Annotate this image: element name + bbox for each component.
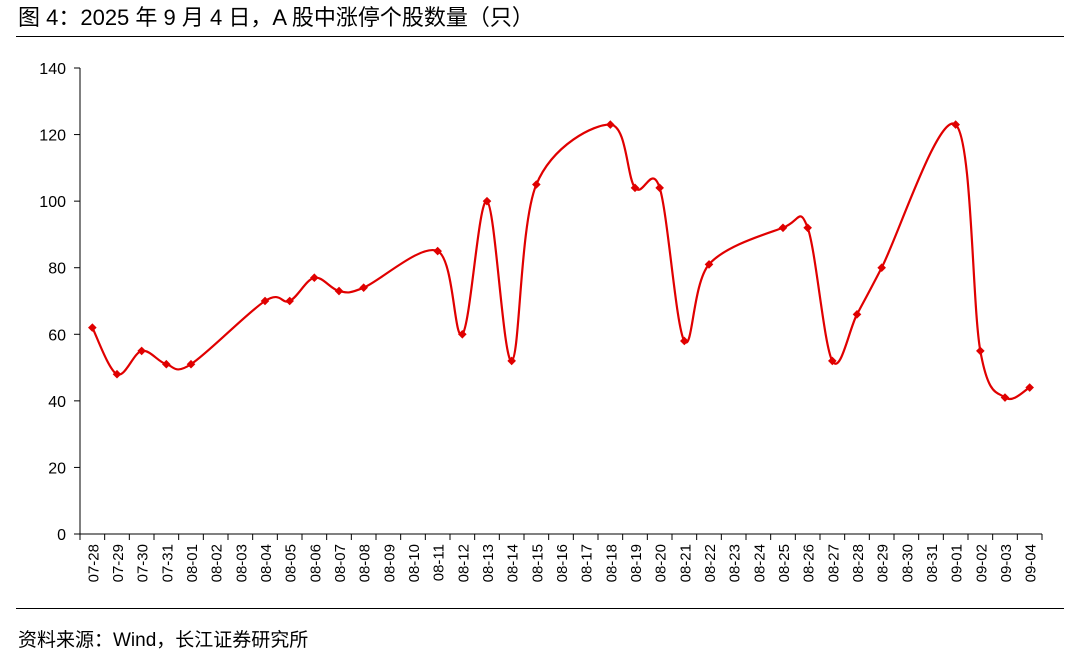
- x-tick-label: 08-02: [209, 544, 226, 582]
- y-tick-label: 100: [39, 194, 66, 211]
- x-tick-label: 09-01: [949, 544, 966, 582]
- x-tick-label: 08-11: [431, 544, 448, 581]
- x-tick-label: 07-30: [135, 544, 152, 582]
- x-tick-label: 08-19: [628, 544, 645, 582]
- data-point: [852, 310, 862, 319]
- y-tick-label: 40: [48, 394, 66, 411]
- x-tick-label: 08-20: [653, 544, 670, 582]
- source-note: 资料来源：Wind，长江证券研究所: [18, 630, 309, 651]
- x-tick-label: 08-04: [258, 544, 275, 582]
- x-tick-label: 08-08: [357, 544, 374, 582]
- title-divider: [16, 36, 1064, 37]
- x-tick-label: 08-28: [850, 544, 867, 582]
- data-point: [803, 223, 812, 233]
- data-point: [433, 246, 442, 256]
- data-point: [1000, 393, 1010, 402]
- x-tick-label: 08-30: [899, 544, 916, 582]
- x-axis: 07-28 07-29 07-30 07-31 08-01 08-02 08-03 08-04…: [79, 533, 1043, 582]
- data-point: [458, 329, 467, 339]
- data-point: [630, 183, 640, 193]
- x-tick-label: 09-02: [973, 544, 990, 582]
- x-tick-label: 08-26: [801, 544, 818, 582]
- data-point: [112, 369, 122, 379]
- x-tick-label: 08-07: [332, 544, 349, 582]
- x-tick-label: 08-27: [825, 544, 842, 582]
- x-tick-label: 07-28: [85, 544, 102, 582]
- data-point: [334, 286, 344, 296]
- x-tick-label: 08-10: [406, 544, 423, 582]
- x-tick-label: 08-18: [603, 544, 620, 582]
- x-tick-label: 08-09: [381, 544, 398, 582]
- data-point: [976, 346, 985, 356]
- series-layer: [88, 120, 1034, 402]
- y-tick-label: 80: [48, 261, 66, 278]
- x-tick-label: 08-31: [924, 544, 941, 582]
- y-tick-label: 120: [39, 128, 66, 145]
- data-point: [704, 260, 714, 269]
- y-tick-label: 0: [57, 527, 66, 544]
- data-point: [507, 356, 516, 366]
- x-tick-label: 08-12: [455, 544, 472, 582]
- series-line: [91, 122, 1031, 401]
- data-point: [285, 296, 294, 306]
- y-tick-label: 20: [48, 460, 66, 477]
- data-point: [951, 120, 960, 129]
- x-tick-label: 08-14: [505, 544, 522, 582]
- x-tick-label: 08-17: [579, 544, 596, 582]
- data-point: [877, 263, 886, 273]
- x-tick-label: 09-03: [998, 544, 1015, 582]
- data-point: [186, 359, 196, 369]
- data-point: [828, 356, 837, 366]
- data-point: [88, 323, 97, 332]
- x-tick-label: 08-05: [283, 544, 300, 582]
- x-tick-label: 09-04: [1023, 544, 1040, 582]
- x-tick-label: 08-21: [677, 544, 694, 582]
- data-point: [778, 223, 788, 233]
- x-tick-label: 08-22: [702, 544, 719, 582]
- source-divider: [16, 608, 1064, 609]
- data-point: [482, 196, 492, 206]
- x-tick-label: 08-15: [529, 544, 546, 582]
- x-tick-label: 07-29: [110, 544, 127, 582]
- data-point: [532, 180, 541, 189]
- y-tick-label: 60: [48, 327, 66, 344]
- y-tick-label: 140: [39, 61, 66, 78]
- x-tick-label: 08-29: [875, 544, 892, 582]
- x-tick-label: 08-24: [751, 544, 768, 582]
- y-axis: 0 20 40 60 80 100 120 140: [39, 61, 81, 544]
- page-title: 图 4：2025 年 9 月 4 日，A 股中涨停个股数量（只）: [18, 5, 534, 30]
- data-point: [359, 283, 368, 292]
- x-tick-label: 08-23: [727, 544, 744, 582]
- data-point: [606, 120, 615, 129]
- x-tick-label: 07-31: [159, 544, 176, 582]
- data-point: [680, 336, 689, 346]
- data-point: [1025, 383, 1034, 392]
- x-tick-label: 08-03: [233, 544, 250, 582]
- data-point: [655, 183, 664, 193]
- data-point: [137, 346, 146, 356]
- x-tick-label: 08-06: [307, 544, 324, 582]
- x-tick-label: 08-25: [776, 544, 793, 582]
- data-point: [310, 273, 319, 283]
- x-tick-label: 08-13: [480, 544, 497, 582]
- data-point: [260, 296, 270, 306]
- x-tick-label: 08-16: [554, 544, 571, 582]
- x-tick-label: 08-01: [184, 544, 201, 582]
- data-point: [162, 359, 171, 369]
